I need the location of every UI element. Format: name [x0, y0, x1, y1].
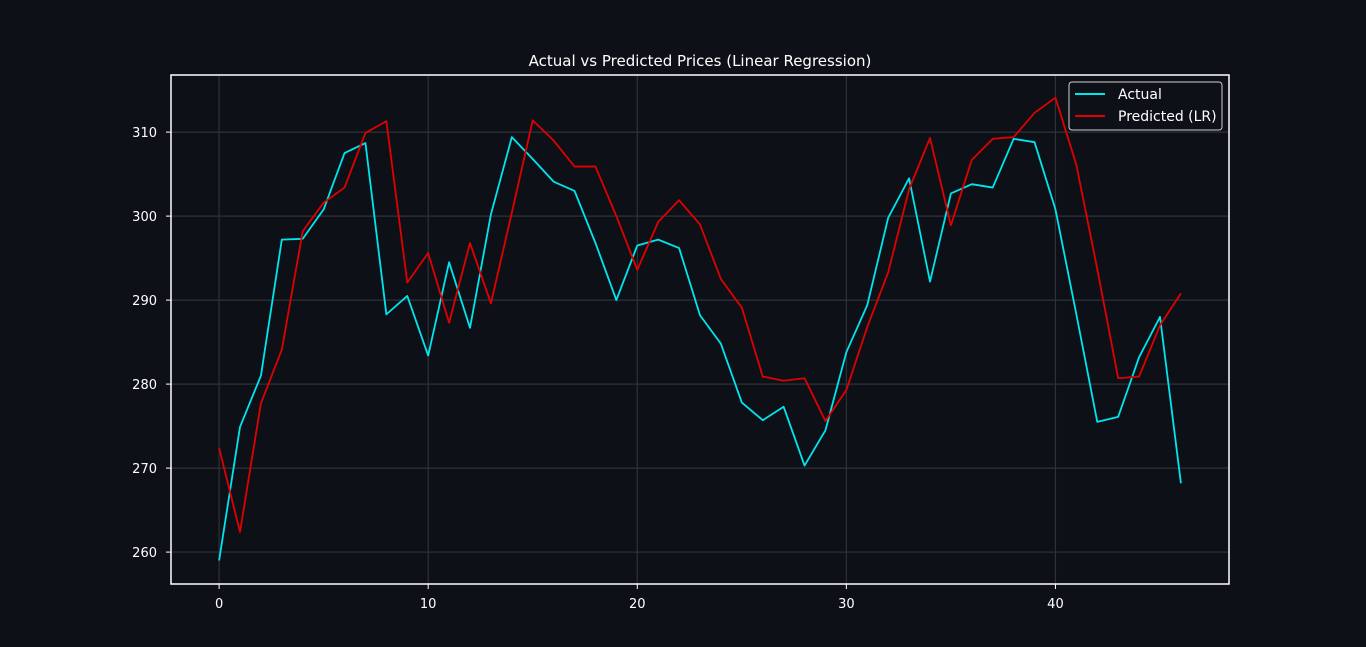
y-tick-label: 260 [132, 546, 157, 561]
y-tick-label: 300 [132, 210, 157, 225]
y-tick-label: 290 [132, 294, 157, 309]
series-line-predicted [218, 96, 1182, 533]
legend-box [1068, 81, 1223, 131]
legend-label: Predicted (LR) [1118, 109, 1217, 125]
y-tick-label: 280 [132, 378, 157, 393]
series-line-actual [218, 136, 1182, 561]
x-tick-label: 0 [215, 597, 223, 612]
plot-frame [170, 74, 1230, 585]
x-tick-label: 10 [420, 597, 437, 612]
grid [171, 75, 1229, 584]
axis-ticks: 0 10 20 30 40 260 270 280 290 300 310 [132, 126, 1064, 612]
x-tick-label: 40 [1047, 597, 1064, 612]
series-lines [218, 96, 1182, 561]
legend[interactable]: Actual Predicted (LR) [1068, 81, 1223, 131]
legend-label: Actual [1118, 87, 1162, 103]
y-tick-label: 310 [132, 126, 157, 141]
y-tick-label: 270 [132, 462, 157, 477]
chart-title: Actual vs Predicted Prices (Linear Regre… [529, 52, 872, 70]
x-tick-label: 30 [838, 597, 855, 612]
x-tick-label: 20 [629, 597, 646, 612]
